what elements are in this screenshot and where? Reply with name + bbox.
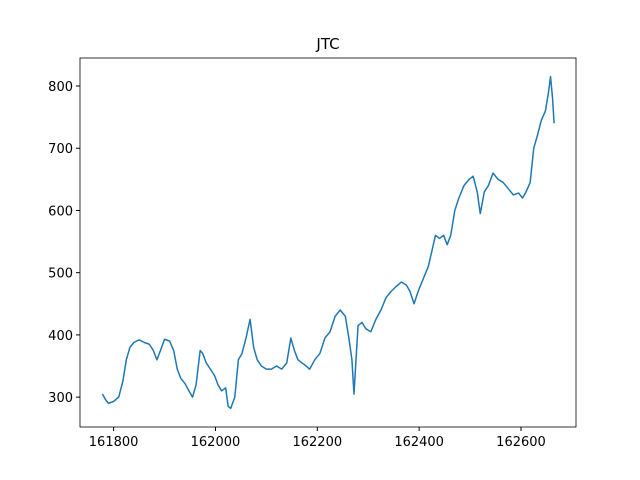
x-tick-label: 162000 [191, 435, 241, 450]
y-tick-label: 500 [48, 267, 73, 282]
y-tick-label: 400 [48, 329, 73, 344]
x-tick-label: 162600 [496, 435, 546, 450]
chart-title: JTC [315, 35, 339, 53]
x-tick-label: 162400 [394, 435, 444, 450]
line-series [101, 75, 555, 410]
y-tick-label: 300 [48, 391, 73, 406]
y-tick-label: 600 [48, 204, 73, 219]
y-tick-label: 700 [48, 142, 73, 157]
x-tick-label: 161800 [89, 435, 139, 450]
x-tick-label: 162200 [292, 435, 342, 450]
y-tick-label: 800 [48, 80, 73, 95]
plot-frame [79, 57, 577, 428]
